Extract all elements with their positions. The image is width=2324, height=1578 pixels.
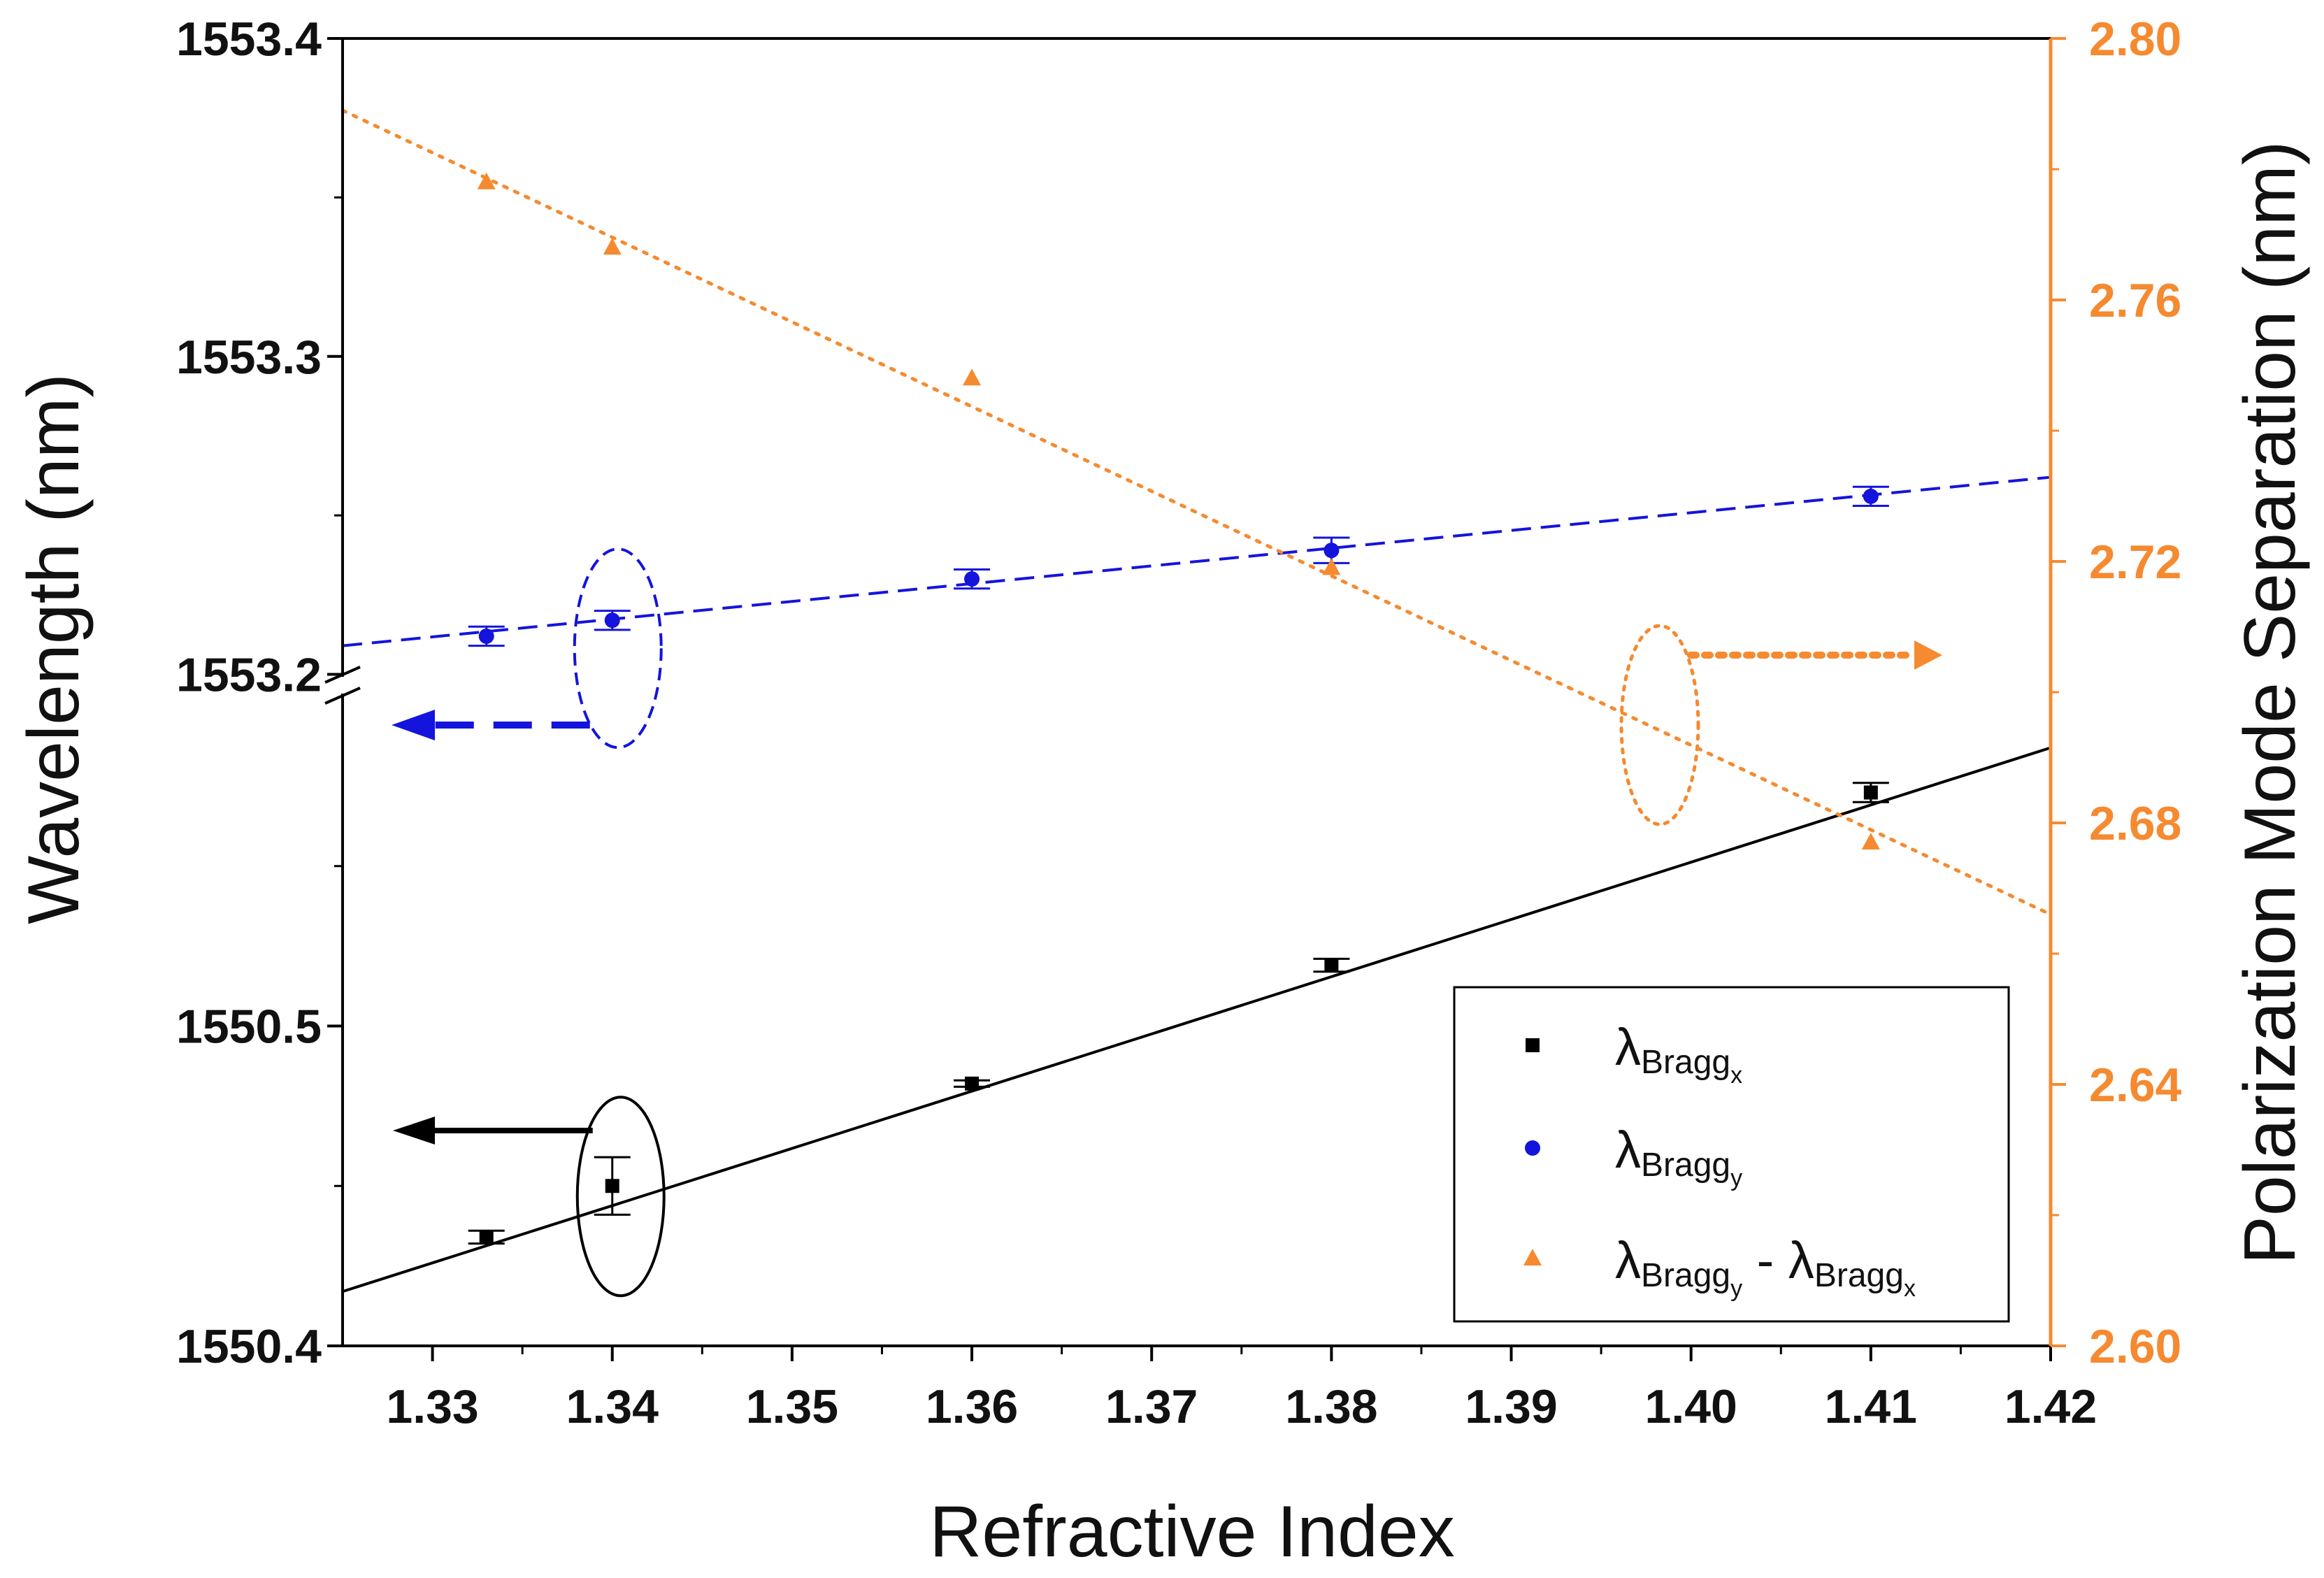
legend-marker-triangle [1523, 1249, 1542, 1265]
x-tick-label: 1.34 [566, 1380, 659, 1433]
legend-label: λBraggy - λBraggx [1615, 1231, 1916, 1302]
right-y-tick-label: 2.64 [2089, 1059, 2182, 1112]
fit-line-triangle [340, 108, 2053, 917]
axis-break-mark-lower [324, 687, 361, 705]
x-tick-label: 1.33 [386, 1380, 478, 1433]
x-tick-label: 1.39 [1465, 1380, 1557, 1433]
right-y-tick-label: 2.76 [2089, 274, 2181, 327]
data-point-square [1863, 785, 1878, 800]
x-tick-label: 1.40 [1645, 1380, 1737, 1433]
left-y-tick-label: 1553.2 [176, 649, 322, 702]
x-tick-label: 1.38 [1285, 1380, 1377, 1433]
data-point-circle [964, 571, 980, 587]
legend-label: λBraggy [1615, 1121, 1742, 1191]
data-point-square [965, 1076, 980, 1091]
legend-box [1453, 986, 2010, 1323]
left-y-tick-label: 1553.4 [176, 13, 322, 66]
annotation-arrowhead-y [392, 710, 435, 740]
data-point-circle [1863, 488, 1879, 504]
right-y-axis-title: Polarization Mode Separation (nm) [2230, 141, 2311, 1264]
data-point-square [479, 1230, 494, 1245]
x-tick-label: 1.42 [2004, 1380, 2097, 1433]
data-point-square [605, 1179, 619, 1193]
data-point-triangle [963, 368, 982, 386]
right-y-tick-label: 2.68 [2089, 797, 2181, 850]
data-point-circle [604, 612, 620, 629]
x-tick-label: 1.37 [1105, 1380, 1198, 1433]
right-y-tick-label: 2.72 [2089, 536, 2181, 589]
fit-line-circle [342, 475, 2051, 647]
legend-label: λBraggx [1615, 1018, 1742, 1089]
annotation-arrowhead-diff [1914, 640, 1942, 670]
left-y-tick-label: 1550.4 [176, 1320, 322, 1373]
x-axis-title: Refractive Index [929, 1491, 1454, 1572]
data-point-triangle [1861, 833, 1880, 850]
x-tick-label: 1.36 [926, 1380, 1018, 1433]
annotation-ellipse-diff [1619, 624, 1700, 826]
legend-marker-square [1526, 1038, 1540, 1052]
data-point-triangle [1322, 558, 1341, 575]
x-tick-label: 1.41 [1825, 1380, 1917, 1433]
x-tick-label: 1.35 [746, 1380, 838, 1433]
annotation-ellipse-y [573, 547, 663, 749]
left-y-axis-title: Wavelength (nm) [13, 373, 94, 924]
annotation-arrowhead-x [393, 1117, 435, 1145]
left-y-tick-label: 1553.3 [176, 331, 322, 384]
legend-marker-circle [1525, 1140, 1540, 1156]
data-point-triangle [477, 172, 496, 189]
right-y-tick-label: 2.60 [2089, 1320, 2181, 1373]
annotation-ellipse-x [575, 1096, 666, 1298]
left-y-tick-label: 1550.5 [176, 1000, 322, 1054]
data-point-triangle [603, 238, 622, 255]
data-point-circle [478, 628, 494, 644]
data-point-circle [1324, 543, 1340, 559]
fit-line-square [342, 746, 2051, 1293]
data-point-square [1324, 958, 1339, 973]
right-y-tick-label: 2.80 [2089, 13, 2181, 66]
